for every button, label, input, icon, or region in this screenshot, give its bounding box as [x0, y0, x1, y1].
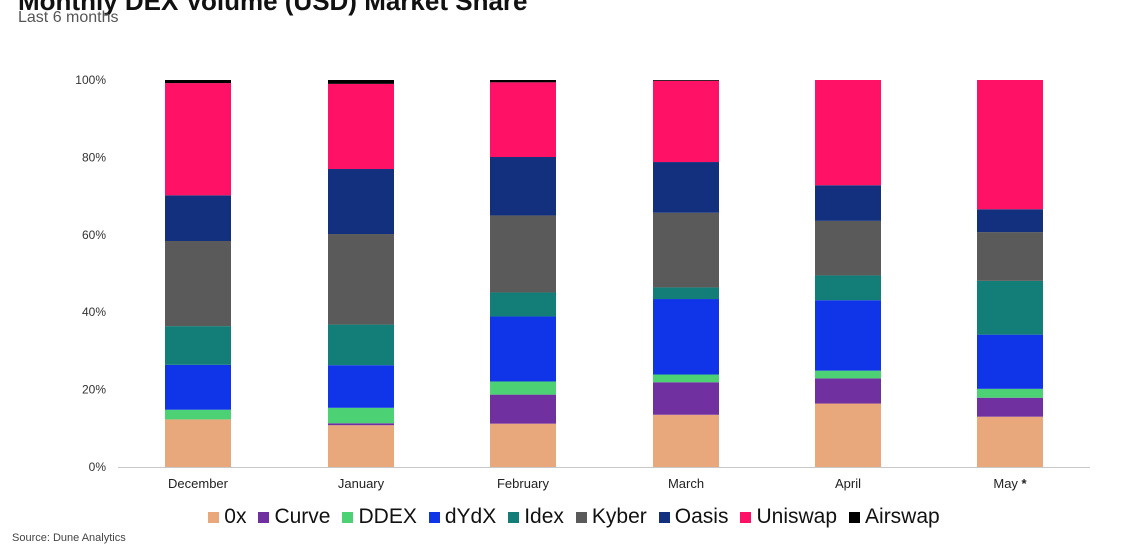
legend-item-kyber: Kyber [575, 505, 647, 529]
bar-segment-0x [328, 425, 394, 467]
bar-segment-dydx [165, 364, 231, 410]
y-tick-label: 80% [82, 150, 106, 164]
chart-subtitle: Last 6 months [18, 9, 119, 26]
legend-label: Kyber [591, 505, 647, 528]
legend-label: Oasis [674, 505, 729, 528]
legend-swatch [849, 511, 861, 523]
legend-label: 0x [224, 505, 247, 528]
bar-segment-kyber [490, 215, 556, 293]
bar-segment-dydx [977, 334, 1043, 389]
bar-segment-dydx [653, 299, 719, 375]
bar-segment-ddex [977, 388, 1043, 398]
chart-title: Monthly DEX Volume (USD) Market Share [18, 0, 528, 16]
bar-segment-kyber [328, 234, 394, 325]
bar-segment-curve [815, 378, 881, 404]
bar-segment-0x [165, 419, 231, 467]
y-tick-label: 40% [82, 305, 106, 319]
legend-swatch [258, 511, 270, 523]
y-tick-label: 20% [82, 383, 106, 397]
bar-segment-ddex [328, 407, 394, 424]
bar-segment-dydx [490, 316, 556, 382]
x-tick-label: April [835, 476, 861, 491]
category-mark: * [1018, 476, 1028, 491]
x-tick-label: January [338, 476, 385, 491]
legend-swatch [740, 511, 752, 523]
bar-segment-ddex [653, 374, 719, 383]
bar-segment-idex [977, 280, 1043, 335]
bar-segment-curve [490, 394, 556, 424]
bar-segment-oasis [490, 157, 556, 216]
legend-item-idex: Idex [508, 505, 564, 529]
legend-label: Uniswap [756, 505, 838, 528]
bar-segment-curve [977, 397, 1043, 417]
bar-segment-ddex [815, 370, 881, 379]
bar-segment-uniswap [815, 80, 881, 186]
bar-segment-kyber [815, 220, 881, 276]
bar-segment-oasis [977, 209, 1043, 233]
bar-segment-0x [490, 423, 556, 467]
legend-label: dYdX [444, 505, 497, 528]
bar-segment-idex [653, 287, 719, 300]
bar-segment-oasis [328, 169, 394, 235]
x-tick-label: March [668, 476, 704, 491]
y-tick-label: 0% [89, 460, 107, 474]
legend-swatch [208, 511, 220, 523]
bar-segment-idex [165, 326, 231, 365]
bar-segment-idex [328, 324, 394, 366]
bar-segment-kyber [977, 232, 1043, 281]
bar-segment-0x [977, 416, 1043, 467]
legend: 0x Curve DDEX dYdX Idex Kyber Oasis Uniswap Airs… [0, 505, 1148, 529]
legend-item-ddex: DDEX [342, 505, 417, 529]
x-tick-label: May * [993, 476, 1027, 491]
bar-segment-airswap [328, 80, 394, 84]
legend-item-airswap: Airswap [849, 505, 940, 529]
legend-swatch [508, 511, 520, 523]
bar-segment-airswap [653, 80, 719, 81]
legend-item-uniswap: Uniswap [740, 505, 837, 529]
x-tick-label: February [497, 476, 550, 491]
legend-item-oasis: Oasis [658, 505, 729, 529]
bar-segment-oasis [653, 162, 719, 213]
bar-segment-0x [815, 403, 881, 467]
bar-segment-uniswap [165, 83, 231, 196]
bar-segment-dydx [328, 365, 394, 408]
x-tick-label: December [168, 476, 229, 491]
stacked-bar-chart: 0% 20% 40% 60% 80% 100% December January Februar… [75, 73, 1090, 491]
bar-segment-idex [815, 275, 881, 301]
source-note: Source: Dune Analytics [12, 532, 126, 544]
bar-segment-kyber [653, 212, 719, 288]
bar-segment-idex [490, 292, 556, 317]
bar-segment-0x [653, 414, 719, 467]
y-tick-label: 100% [75, 73, 106, 87]
bar-segment-curve [328, 423, 394, 426]
bar-segment-uniswap [653, 80, 719, 163]
legend-label: Idex [524, 505, 564, 528]
legend-swatch [575, 511, 587, 523]
legend-item-curve: Curve [258, 505, 330, 529]
bar-segment-airswap [165, 80, 231, 84]
legend-label: Curve [274, 505, 331, 528]
y-tick-label: 60% [82, 228, 106, 242]
bar-segment-oasis [815, 185, 881, 221]
bar-segment-oasis [165, 195, 231, 241]
legend-swatch [658, 511, 670, 523]
bar-segment-kyber [165, 240, 231, 327]
bar-segment-uniswap [328, 83, 394, 170]
legend-label: DDEX [358, 505, 417, 528]
legend-item-dydx: dYdX [428, 505, 497, 529]
legend-item-0x: 0x [208, 505, 246, 529]
legend-swatch [342, 511, 354, 523]
bar-segment-ddex [490, 381, 556, 395]
bar-segment-uniswap [490, 82, 556, 158]
bar-segment-airswap [490, 80, 556, 83]
bar-segment-dydx [815, 300, 881, 371]
bar-segment-curve [653, 382, 719, 415]
legend-swatch [428, 511, 440, 523]
bar-segment-ddex [165, 409, 231, 420]
legend-label: Airswap [865, 505, 940, 528]
bar-segment-uniswap [977, 80, 1043, 210]
